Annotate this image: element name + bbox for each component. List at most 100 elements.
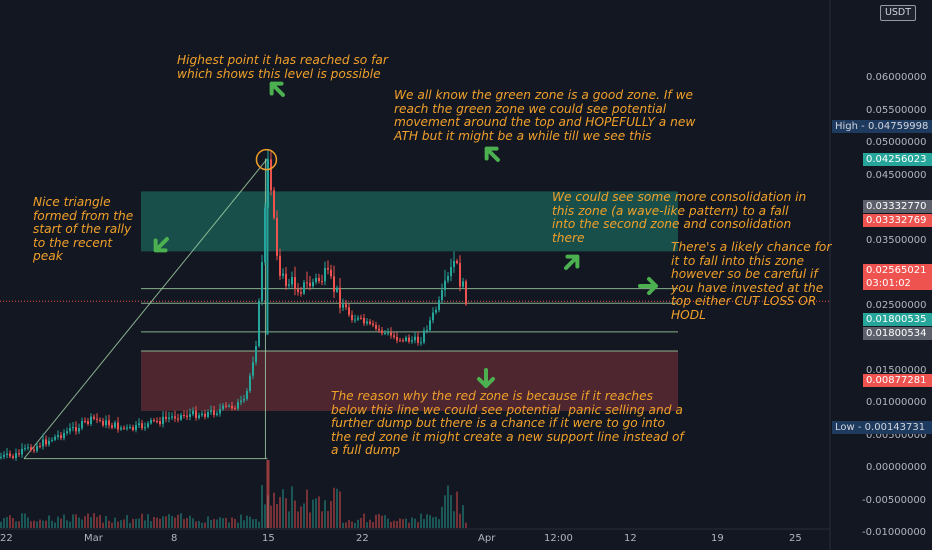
- candle-body: [219, 409, 221, 414]
- candle-body: [3, 454, 5, 457]
- candle-body: [183, 415, 185, 417]
- volume-bar: [57, 516, 59, 528]
- candle-body: [6, 453, 8, 455]
- candle-body: [75, 427, 77, 432]
- volume-bar: [165, 516, 167, 528]
- arrow-to-consolidation: [564, 254, 580, 270]
- candle-body: [294, 277, 296, 290]
- y-tick-label: 0.01500000: [866, 364, 927, 376]
- candle-body: [429, 320, 431, 331]
- volume-bar: [45, 520, 47, 528]
- candle-body: [285, 273, 287, 286]
- candle-body: [453, 261, 455, 268]
- volume-bar: [135, 518, 137, 528]
- candle-body: [273, 190, 275, 218]
- x-tick-label: 8: [171, 533, 178, 544]
- low-value: 0.00143731: [864, 422, 926, 433]
- candle-body: [240, 400, 242, 403]
- x-tick-label: 25: [789, 533, 802, 544]
- candle-body: [327, 268, 329, 270]
- candle-body: [363, 317, 365, 324]
- volume-bar: [432, 517, 434, 528]
- volume-bar: [327, 511, 329, 528]
- volume-bar: [114, 517, 116, 528]
- candle-body: [90, 416, 92, 424]
- candle-body: [270, 159, 272, 191]
- arrow-to-likely-zone: [638, 277, 658, 295]
- candle-body: [117, 422, 119, 430]
- volume-bar: [348, 520, 350, 528]
- volume-bar: [258, 521, 260, 528]
- candle-body: [165, 416, 167, 419]
- volume-bar: [12, 518, 14, 528]
- volume-bar: [396, 520, 398, 528]
- volume-bar: [330, 501, 332, 528]
- volume-bar: [384, 515, 386, 528]
- volume-bar: [138, 518, 140, 528]
- volume-bar: [417, 522, 419, 528]
- volume-bar: [243, 520, 245, 528]
- volume-bar: [279, 496, 281, 528]
- candle-body: [291, 277, 293, 285]
- arrow-to-peak: [269, 81, 285, 97]
- candle-body: [459, 263, 461, 287]
- volume-bar: [435, 516, 437, 528]
- volume-bar: [198, 520, 200, 528]
- volume-bar: [264, 504, 266, 528]
- volume-bar: [129, 522, 131, 528]
- candle-body: [87, 421, 89, 424]
- candle-body: [405, 337, 407, 341]
- x-tick-label: 22: [356, 533, 369, 544]
- arrow-shape: [477, 368, 495, 388]
- volume-bar: [240, 514, 242, 528]
- candle-body: [21, 448, 23, 455]
- candle-body: [15, 453, 17, 459]
- candle-body: [225, 405, 227, 407]
- volume-bar: [252, 519, 254, 528]
- volume-bar: [84, 516, 86, 528]
- support-a-price-tag: 0.01800535: [863, 313, 932, 326]
- candle-body: [351, 314, 353, 321]
- candle-body: [54, 436, 56, 440]
- candle-body: [336, 287, 338, 292]
- high-label: High: [835, 121, 858, 132]
- candle-body: [324, 268, 326, 282]
- candle-body: [258, 301, 260, 347]
- volume-bar: [132, 518, 134, 528]
- candle-body: [279, 255, 281, 276]
- candle-body: [411, 340, 413, 342]
- candle-body: [255, 346, 257, 363]
- volume-bar: [120, 520, 122, 528]
- candle-body: [402, 340, 404, 342]
- volume-bar: [15, 521, 17, 528]
- y-tick-label: 0.05500000: [866, 104, 927, 116]
- volume-bar: [105, 516, 107, 528]
- volume-bar: [366, 522, 368, 528]
- currency-selector[interactable]: USDT: [880, 5, 916, 21]
- volume-bar: [414, 518, 416, 528]
- volume-bar: [216, 519, 218, 528]
- annotation-top-note: Highest point it has reached so far whic…: [177, 53, 388, 81]
- x-tick-label: 15: [262, 533, 275, 544]
- level-a-price-tag: 0.03332770: [863, 200, 932, 213]
- candle-body: [213, 410, 215, 415]
- volume-bar: [210, 519, 212, 528]
- volume-bar: [303, 503, 305, 528]
- volume-bar: [204, 522, 206, 528]
- candle-body: [378, 328, 380, 331]
- volume-bar: [441, 506, 443, 528]
- volume-bar: [393, 520, 395, 528]
- candle-body: [93, 416, 95, 419]
- volume-bar: [462, 505, 464, 528]
- volume-bar: [54, 522, 56, 528]
- volume-bar: [309, 512, 311, 528]
- candle-body: [198, 415, 200, 419]
- volume-bar: [375, 514, 377, 528]
- candle-body: [321, 281, 323, 283]
- candle-body: [450, 267, 452, 277]
- candle-body: [282, 273, 284, 276]
- volume-bar: [159, 518, 161, 528]
- volume-bar: [354, 522, 356, 528]
- volume-bar: [81, 519, 83, 528]
